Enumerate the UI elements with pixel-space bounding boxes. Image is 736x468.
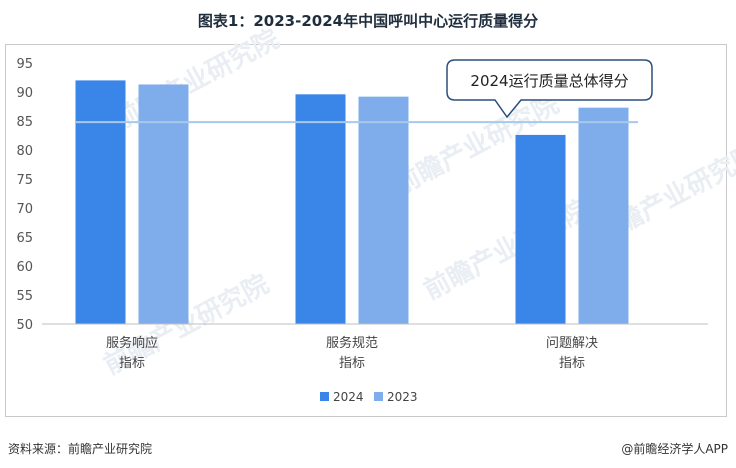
- reference-line-group: 2024运行质量总体得分: [76, 59, 653, 124]
- bar-2023-2: [578, 107, 629, 324]
- y-tick-label: 70: [16, 202, 33, 217]
- x-category-label-line2: 指标: [119, 356, 145, 371]
- y-tick-label: 60: [16, 260, 33, 275]
- y-tick-label: 75: [16, 173, 33, 188]
- y-tick-label: 90: [16, 86, 33, 101]
- y-tick-label: 80: [16, 144, 33, 159]
- x-category-label-line2: 指标: [559, 356, 585, 371]
- legend-swatch-2023: [374, 392, 383, 401]
- legend-label-2023: 2023: [387, 390, 418, 404]
- bar-2023-1: [358, 96, 409, 324]
- y-tick-label: 85: [16, 115, 33, 130]
- x-category-label-line1: 服务响应: [106, 335, 158, 351]
- y-tick-label: 95: [16, 57, 33, 72]
- chart-title: 图表1：2023-2024年中国呼叫中心运行质量得分: [197, 12, 539, 30]
- y-tick-label: 50: [16, 318, 33, 333]
- bars: [75, 80, 629, 325]
- brand-note: @前瞻经济学人APP: [621, 442, 728, 456]
- watermark-text: 前瞻产业研究院: [109, 23, 284, 136]
- legend-swatch-2024: [320, 392, 329, 401]
- y-tick-label: 55: [16, 289, 33, 304]
- source-note: 资料来源：前瞻产业研究院: [8, 442, 153, 456]
- x-category-label-line1: 服务规范: [326, 335, 378, 351]
- bar-2024-0: [75, 80, 126, 325]
- legend-label-2024: 2024: [333, 390, 364, 404]
- x-category-label-line2: 指标: [339, 356, 365, 371]
- y-tick-label: 65: [16, 231, 33, 246]
- legend: 2024 2023: [320, 390, 418, 404]
- chart-frame: [5, 44, 727, 417]
- watermark-text: 前瞻产业研究院: [419, 193, 594, 306]
- y-axis: 50 55 60 65 70 75 80 85 90 95: [16, 57, 33, 333]
- bar-2024-2: [515, 134, 566, 324]
- x-category-label-line1: 问题解决: [546, 336, 598, 351]
- bar-2024-1: [295, 94, 346, 324]
- callout-label: 2024运行质量总体得分: [470, 72, 628, 90]
- bar-2023-0: [138, 84, 189, 325]
- callout-bubble: [446, 59, 653, 119]
